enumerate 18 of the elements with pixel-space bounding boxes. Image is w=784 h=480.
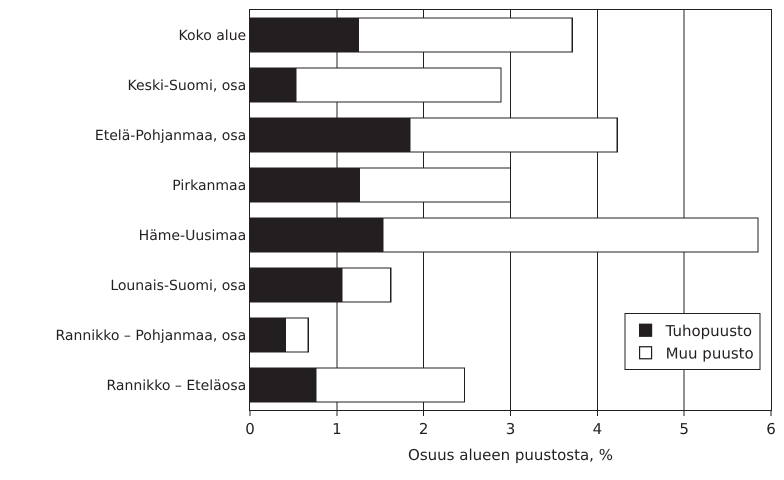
x-tick-label: 4: [592, 420, 602, 438]
legend-label: Tuhopuusto: [664, 322, 752, 340]
x-tick-label: 1: [332, 420, 342, 438]
x-tick-label: 6: [766, 420, 776, 438]
y-tick-label: Pirkanmaa: [172, 178, 246, 194]
y-tick-label: Etelä-Pohjanmaa, osa: [94, 128, 246, 144]
x-tick-label: 5: [679, 420, 689, 438]
x-tick-label: 3: [506, 420, 516, 438]
y-tick-label: Koko alue: [178, 28, 246, 44]
x-tick-label: 2: [418, 420, 428, 438]
x-axis-title: Osuus alueen puustosta, %: [408, 446, 613, 464]
legend-label: Muu puusto: [666, 344, 754, 363]
y-tick-label: Häme-Uusimaa: [138, 228, 246, 244]
y-tick-label: Keski-Suomi, osa: [128, 78, 246, 94]
y-tick-label: Rannikko – Eteläosa: [106, 378, 246, 394]
x-tick-label: 0: [245, 420, 255, 438]
y-tick-label: Rannikko – Pohjanmaa, osa: [56, 328, 246, 344]
y-tick-label: Lounais-Suomi, osa: [110, 278, 246, 294]
